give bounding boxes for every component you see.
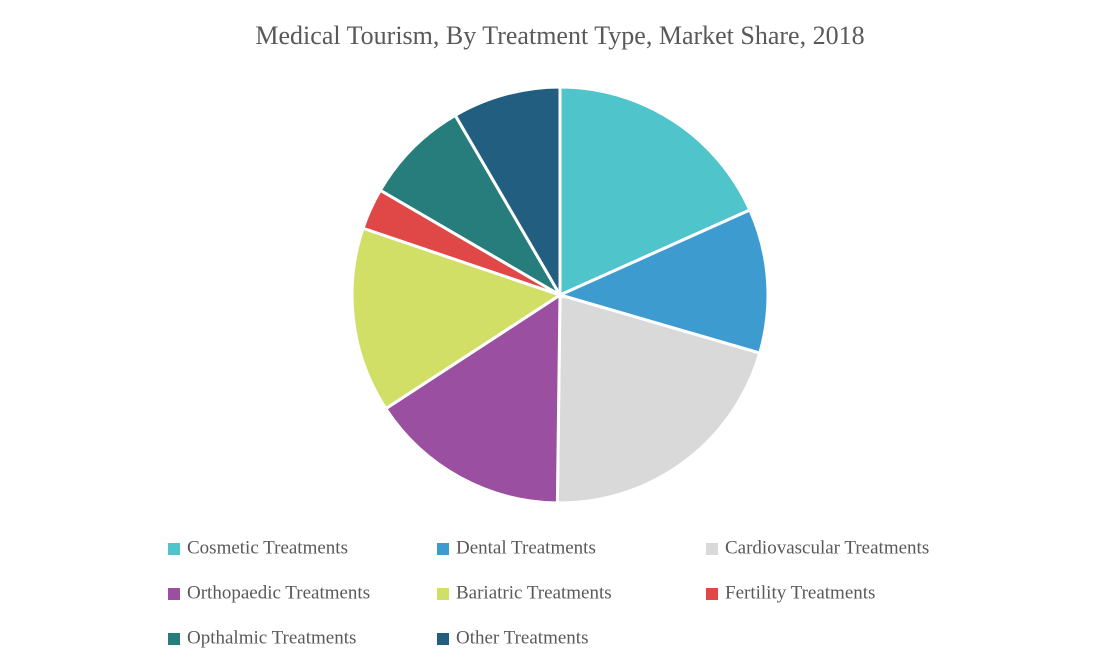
pie-slice — [383, 292, 562, 505]
pie-slice — [350, 226, 564, 411]
legend-swatch — [437, 633, 449, 645]
legend-swatch — [437, 588, 449, 600]
legend-label: Opthalmic Treatments — [187, 627, 356, 648]
legend-label: Bariatric Treatments — [456, 582, 612, 603]
legend-label: Cardiovascular Treatments — [725, 537, 929, 558]
legend-label: Orthopaedic Treatments — [187, 582, 370, 603]
legend-label: Dental Treatments — [456, 537, 596, 558]
legend-label: Cosmetic Treatments — [187, 537, 348, 558]
pie-slice — [558, 85, 752, 298]
legend-swatch — [437, 543, 449, 555]
pie-slice — [555, 208, 770, 355]
legend-swatch — [168, 543, 180, 555]
legend-label: Other Treatments — [456, 627, 588, 648]
pie-slice — [555, 293, 762, 505]
legend-swatch — [706, 543, 718, 555]
legend-label: Fertility Treatments — [725, 582, 875, 603]
legend-swatch — [168, 633, 180, 645]
chart-title: Medical Tourism, By Treatment Type, Mark… — [255, 21, 864, 50]
pie-slice — [378, 113, 565, 300]
pie-slice — [453, 85, 562, 301]
legend-swatch — [706, 588, 718, 600]
legend-swatch — [168, 588, 180, 600]
